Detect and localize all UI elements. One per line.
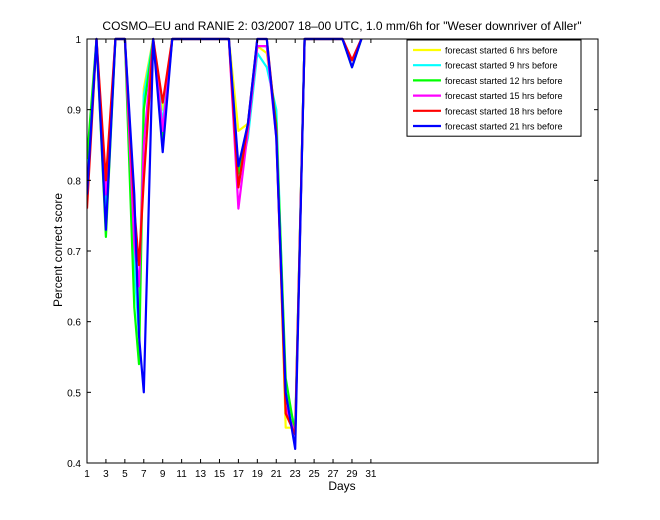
x-tick-label: 19 <box>252 469 264 480</box>
x-tick-label: 31 <box>365 469 377 480</box>
x-tick-label: 1 <box>84 469 90 480</box>
legend-entry-2: forecast started 9 hrs before <box>445 61 558 71</box>
y-tick-label: 0.6 <box>67 318 81 329</box>
x-tick-label: 17 <box>233 469 245 480</box>
y-tick-label: 0.8 <box>67 176 81 187</box>
x-tick-label: 27 <box>327 469 339 480</box>
x-tick-label: 15 <box>214 469 226 480</box>
x-axis-label: Days <box>328 479 355 493</box>
y-tick-label: 0.9 <box>67 106 81 117</box>
legend-entry-5: forecast started 18 hrs before <box>445 106 563 116</box>
legend: forecast started 6 hrs before forecast st… <box>406 39 582 137</box>
x-tick-label: 5 <box>122 469 128 480</box>
y-tick-label: 0.4 <box>67 459 81 470</box>
plot-area: 1 3 5 7 9 11 13 15 17 19 21 23 25 27 29 310.40.50.60.70… <box>67 35 599 480</box>
y-tick-label: 0.5 <box>67 388 81 399</box>
x-tick-label: 7 <box>141 469 147 480</box>
y-tick-label: 1 <box>75 35 81 46</box>
legend-box <box>406 39 582 137</box>
x-tick-label: 25 <box>309 469 321 480</box>
y-axis-label: Percent correct score <box>51 193 65 307</box>
x-tick-label: 13 <box>195 469 207 480</box>
chart-title: COSMO–EU and RANIE 2: 03/2007 18–00 UTC,… <box>102 19 581 33</box>
x-tick-label: 23 <box>290 469 302 480</box>
legend-entry-3: forecast started 12 hrs before <box>445 76 563 86</box>
x-tick-label: 3 <box>103 469 109 480</box>
legend-entry-4: forecast started 15 hrs before <box>445 91 563 101</box>
x-tick-label: 9 <box>160 469 166 480</box>
legend-entry-6: forecast started 21 hrs before <box>445 122 563 132</box>
x-tick-label: 21 <box>271 469 283 480</box>
legend-entry-1: forecast started 6 hrs before <box>445 46 558 56</box>
y-tick-label: 0.7 <box>67 247 81 258</box>
x-tick-label: 29 <box>346 469 358 480</box>
x-tick-label: 11 <box>176 469 187 480</box>
